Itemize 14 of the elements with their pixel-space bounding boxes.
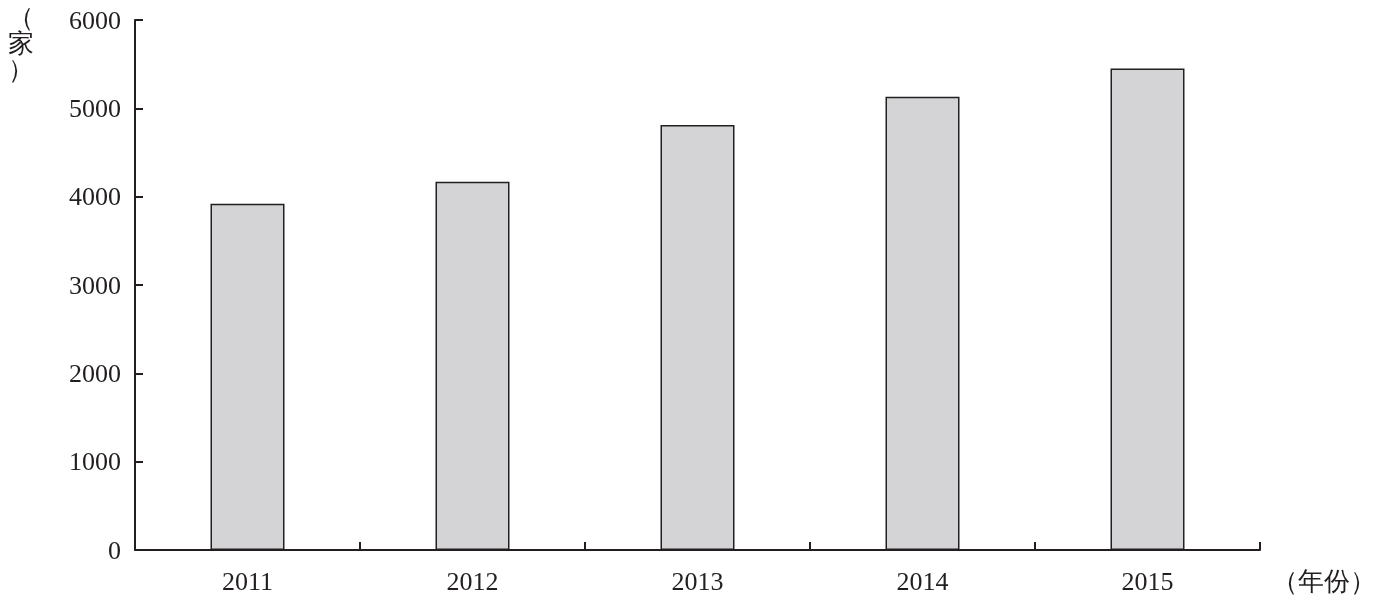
y-axis-title: （家） bbox=[8, 2, 34, 84]
x-tick-label: 2013 bbox=[671, 566, 724, 596]
y-tick-label: 4000 bbox=[69, 182, 121, 212]
y-tick-label: 2000 bbox=[69, 358, 121, 388]
y-tick-label: 0 bbox=[108, 535, 121, 565]
x-axis-title: （年份） bbox=[1272, 566, 1376, 596]
y-tick-label: 1000 bbox=[69, 447, 121, 477]
x-tick-label: 2012 bbox=[446, 566, 499, 596]
x-tick-label: 2015 bbox=[1121, 566, 1174, 596]
x-tick-label: 2011 bbox=[221, 566, 274, 596]
y-tick-label: 6000 bbox=[69, 5, 121, 35]
y-tick-label: 5000 bbox=[69, 93, 121, 123]
y-tick-label: 3000 bbox=[69, 270, 121, 300]
x-tick-label: 2014 bbox=[896, 566, 949, 596]
